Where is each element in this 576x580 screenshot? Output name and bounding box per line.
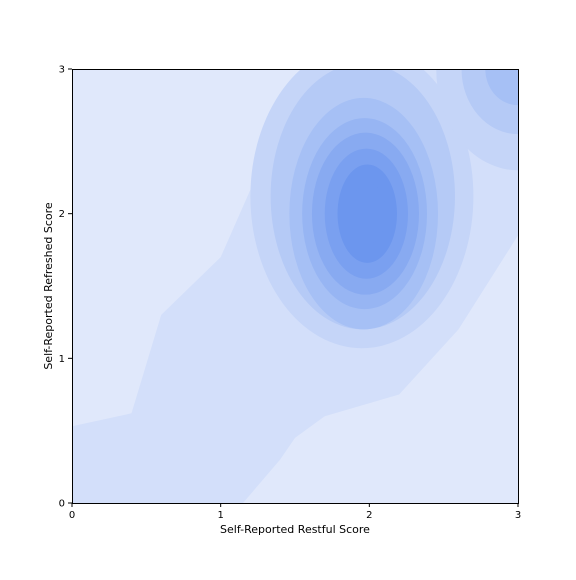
x-axis-label: Self-Reported Restful Score [220,523,370,536]
x-tick-label: 0 [69,510,75,521]
corner-density-level-4 [485,69,518,106]
density-level-9 [350,183,386,245]
y-tick-label: 1 [59,354,65,365]
x-tick-label: 1 [217,510,223,521]
density-fill-layer [72,69,518,503]
x-tick-label: 3 [515,510,521,521]
y-tick-label: 0 [59,499,65,510]
y-axis: 0 1 2 3 [59,65,72,510]
y-axis-label: Self-Reported Refreshed Score [42,202,55,370]
x-axis: 0 1 2 3 [69,503,521,521]
y-tick-label: 2 [59,209,65,220]
x-tick-label: 2 [366,510,372,521]
y-tick-label: 3 [59,65,65,76]
plot-frame [72,69,519,504]
